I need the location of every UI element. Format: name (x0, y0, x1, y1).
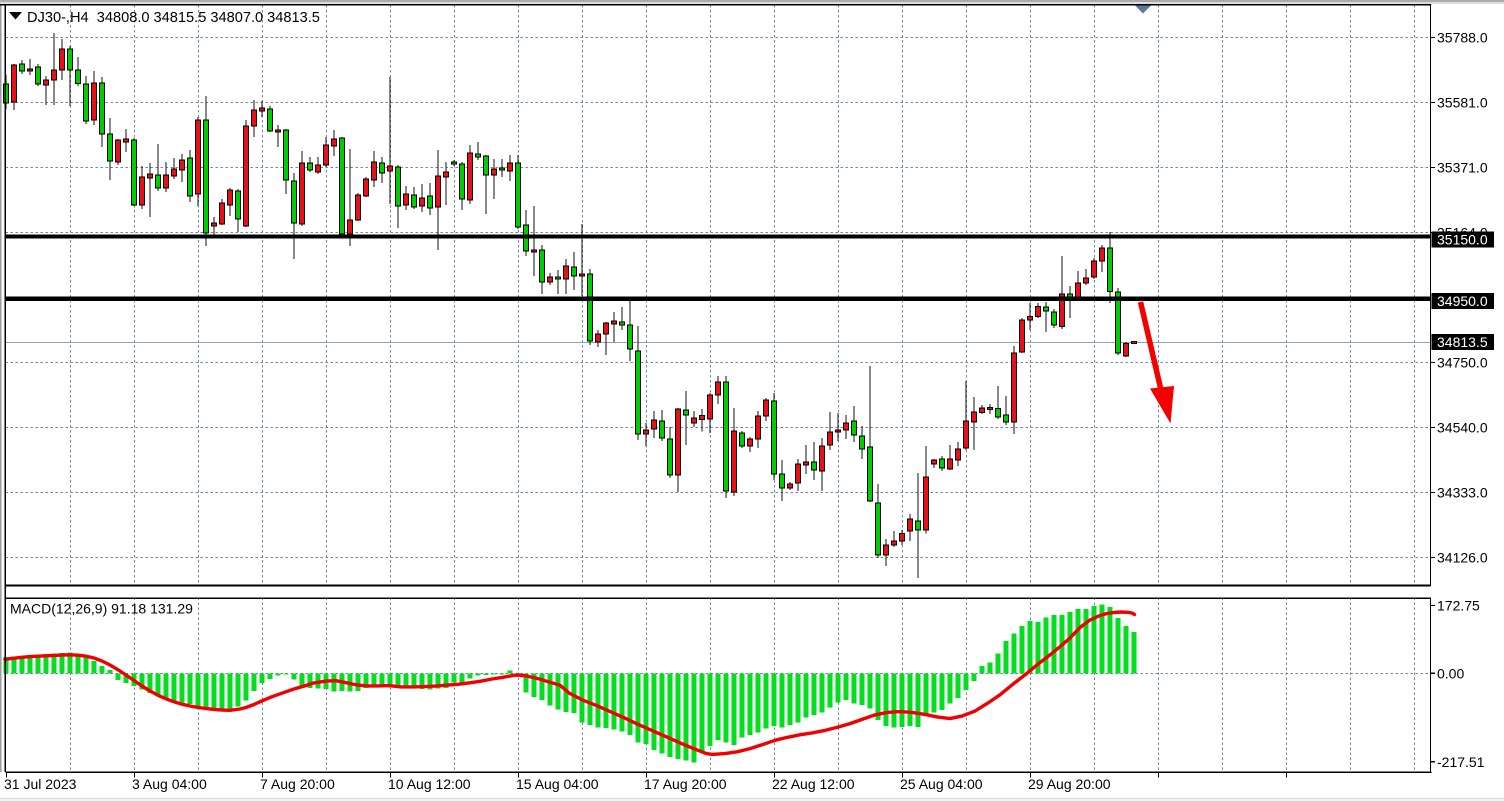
svg-text:7 Aug 20:00: 7 Aug 20:00 (260, 776, 335, 792)
svg-text:31 Jul 2023: 31 Jul 2023 (4, 776, 77, 792)
svg-text:34750.0: 34750.0 (1437, 355, 1488, 371)
svg-text:17 Aug 20:00: 17 Aug 20:00 (644, 776, 727, 792)
svg-text:3 Aug 04:00: 3 Aug 04:00 (132, 776, 207, 792)
svg-text:22 Aug 12:00: 22 Aug 12:00 (772, 776, 855, 792)
svg-text:35150.0: 35150.0 (1437, 232, 1488, 248)
svg-text:34950.0: 34950.0 (1437, 293, 1488, 309)
svg-text:35581.0: 35581.0 (1437, 95, 1488, 111)
svg-text:15 Aug 04:00: 15 Aug 04:00 (516, 776, 599, 792)
svg-text:0.00: 0.00 (1437, 665, 1464, 681)
svg-text:-217.51: -217.51 (1437, 754, 1485, 770)
svg-text:172.75: 172.75 (1437, 598, 1480, 614)
svg-text:34813.5: 34813.5 (1437, 334, 1488, 350)
svg-text:34333.0: 34333.0 (1437, 485, 1488, 501)
svg-text:34126.0: 34126.0 (1437, 550, 1488, 566)
svg-text:25 Aug 04:00: 25 Aug 04:00 (900, 776, 983, 792)
svg-text:29 Aug 20:00: 29 Aug 20:00 (1028, 776, 1111, 792)
svg-text:DJ30-,H4 34808.0 34815.5 3480: DJ30-,H4 34808.0 34815.5 34807.0 34813.5 (27, 10, 320, 26)
svg-text:10 Aug 12:00: 10 Aug 12:00 (388, 776, 471, 792)
svg-text:35788.0: 35788.0 (1437, 30, 1488, 46)
svg-text:34540.0: 34540.0 (1437, 420, 1488, 436)
svg-text:MACD(12,26,9) 91.18 131.29: MACD(12,26,9) 91.18 131.29 (10, 601, 193, 617)
svg-text:35371.0: 35371.0 (1437, 160, 1488, 176)
